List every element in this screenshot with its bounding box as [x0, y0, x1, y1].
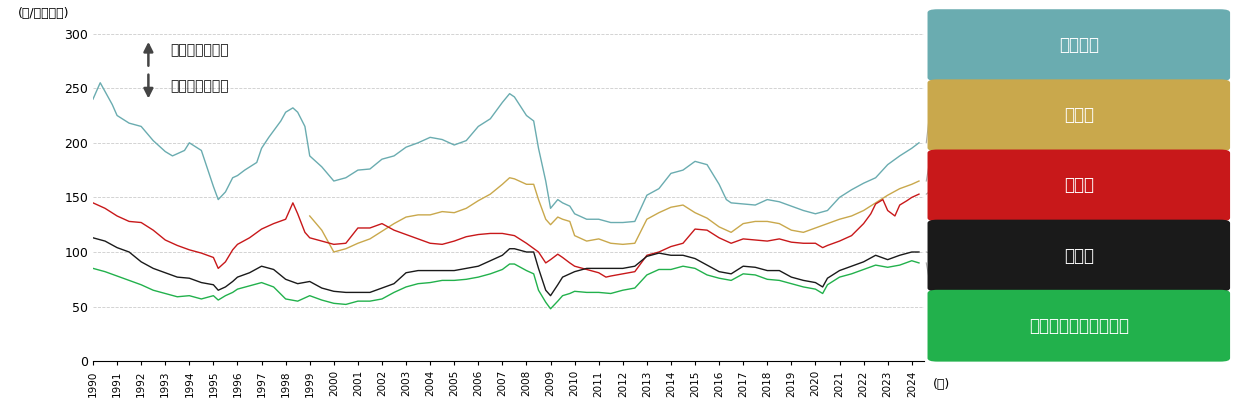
Text: (年): (年) [932, 378, 950, 391]
Text: 豪ドル: 豪ドル [1064, 247, 1094, 265]
Text: 米ドル: 米ドル [1064, 176, 1094, 194]
Text: (円/各国通貨): (円/各国通貨) [19, 8, 69, 21]
Text: 英ポンド: 英ポンド [1059, 36, 1099, 54]
Text: ユーロ: ユーロ [1064, 106, 1094, 124]
Text: ニュージーランドドル: ニュージーランドドル [1029, 317, 1128, 335]
Text: 各国通貨安円高: 各国通貨安円高 [170, 79, 228, 93]
Text: 各国通貨高円安: 各国通貨高円安 [170, 43, 228, 57]
